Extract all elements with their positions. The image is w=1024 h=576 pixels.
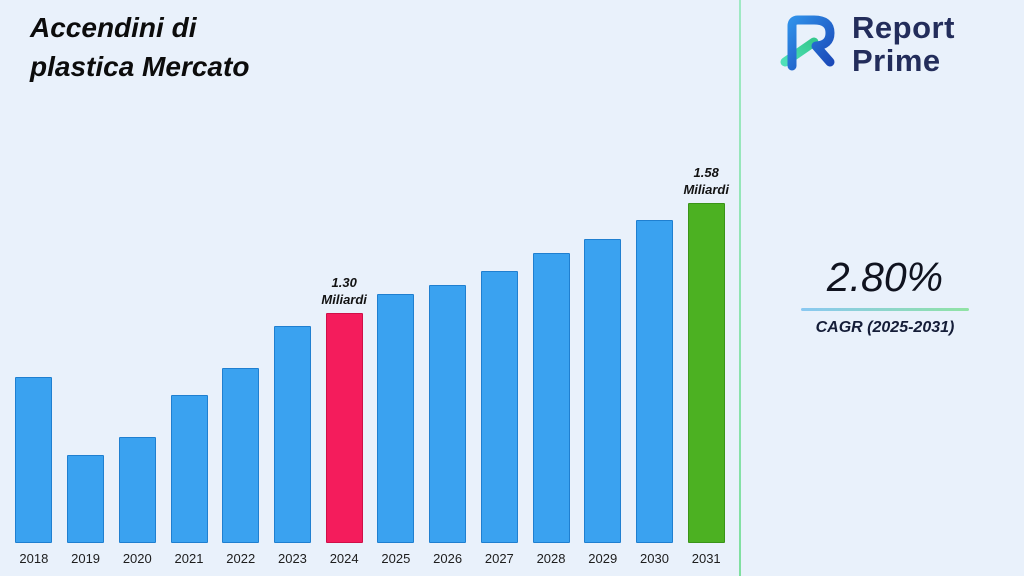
- bar-column-2031: 1.58 Miliardi 2031: [680, 165, 732, 566]
- bar-column-2025: 2025: [370, 165, 422, 566]
- bar-column-2022: 2022: [215, 165, 267, 566]
- year-label-2024: 2024: [329, 551, 359, 566]
- bar-annotation-2024: 1.30 Miliardi: [321, 275, 367, 308]
- report-prime-logo-icon: [776, 12, 840, 77]
- year-label-2020: 2020: [122, 551, 152, 566]
- bar-2029: [584, 239, 622, 543]
- bar-2028: [532, 253, 570, 543]
- bar-annotation-2031: 1.58 Miliardi: [683, 165, 729, 197]
- bar-2018: [15, 377, 53, 543]
- bar-2027: [480, 271, 518, 543]
- bar-column-2021: 2021: [163, 165, 215, 566]
- bar-column-2026: 2026: [422, 165, 474, 566]
- year-label-2028: 2028: [536, 551, 566, 566]
- year-label-2030: 2030: [640, 551, 669, 566]
- logo-word-report: Report: [852, 10, 955, 45]
- stat-underline: [801, 308, 969, 311]
- page-title-line1: Accendini di: [30, 12, 197, 43]
- page-title-line2: plastica Mercato: [30, 51, 250, 83]
- year-label-2031: 2031: [691, 551, 721, 566]
- year-label-2027: 2027: [484, 551, 514, 566]
- bar-2022: [222, 368, 260, 543]
- bar-2031: [687, 202, 725, 543]
- bar-column-2028: 2028: [525, 165, 577, 566]
- cagr-value: 2.80%: [826, 254, 944, 300]
- bar-column-2019: 2019: [60, 165, 112, 566]
- logo-wordmark: Report Prime: [852, 10, 955, 78]
- year-label-2025: 2025: [381, 551, 411, 566]
- bar-2024: [325, 313, 363, 543]
- year-label-2023: 2023: [277, 551, 307, 566]
- bar-2025: [377, 294, 415, 543]
- year-label-2021: 2021: [174, 551, 204, 566]
- report-prime-logo: Report Prime: [776, 10, 955, 78]
- bar-2019: [67, 455, 105, 543]
- cagr-stat-block: 2.80% CAGR (2025-2031): [801, 254, 969, 337]
- page-title: Accendini di plastica Mercato: [30, 8, 249, 86]
- bar-chart: 2018 2019 2020 2021 2022 2023 1.30 Miliardi 2024…: [8, 165, 732, 566]
- year-label-2026: 2026: [433, 551, 463, 566]
- logo-word-prime: Prime: [852, 42, 941, 78]
- bar-column-2027: 2027: [473, 165, 525, 566]
- bar-2020: [118, 437, 156, 543]
- bar-column-2030: 2030: [629, 165, 681, 566]
- bar-column-2023: 2023: [267, 165, 319, 566]
- bar-column-2020: 2020: [111, 165, 163, 566]
- bar-2021: [170, 395, 208, 543]
- year-label-2029: 2029: [588, 551, 618, 566]
- bar-2023: [273, 326, 311, 543]
- bar-column-2018: 2018: [8, 165, 60, 566]
- cagr-label: CAGR (2025-2031): [815, 319, 955, 336]
- year-label-2018: 2018: [19, 551, 49, 566]
- bar-2030: [635, 220, 673, 543]
- year-label-2019: 2019: [71, 551, 101, 566]
- bar-column-2029: 2029: [577, 165, 629, 566]
- year-label-2022: 2022: [226, 551, 256, 566]
- vertical-divider: [739, 0, 741, 576]
- bar-column-2024: 1.30 Miliardi 2024: [318, 165, 370, 566]
- bar-2026: [429, 285, 467, 543]
